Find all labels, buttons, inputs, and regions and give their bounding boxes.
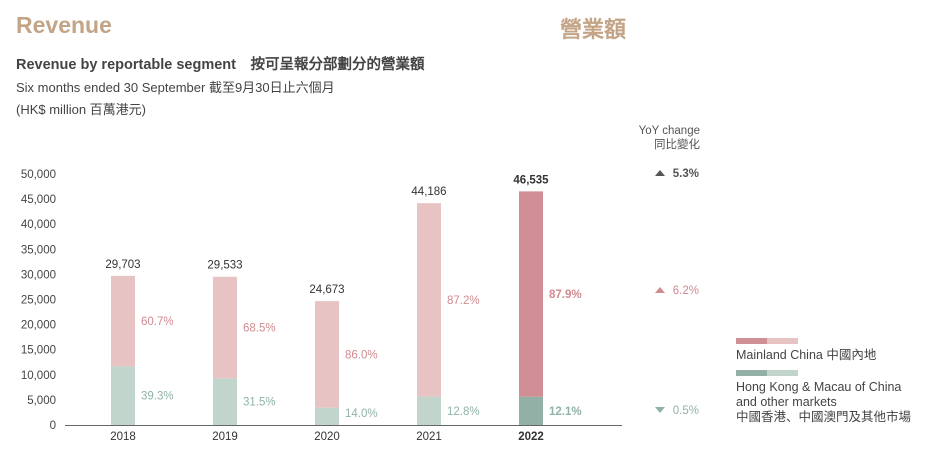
hk-share-label-2019: 31.5% [243,397,276,409]
total-label-2020: 24,673 [309,284,344,296]
bar-hk-2021 [417,396,441,425]
bar-mainland-2020 [315,301,339,408]
legend-swatch-hk [736,370,798,376]
page-title-zh: 營業額 [560,17,627,42]
total-label-2021: 44,186 [411,186,446,198]
legend-hk: Hong Kong & Macau of China and other mar… [736,370,911,425]
y-tick-label: 45,000 [21,194,56,206]
bar-hk-2018 [111,366,135,425]
x-tick-label-2021: 2021 [416,431,442,443]
legend-swatch-mainland [736,338,798,344]
bar-mainland-2021 [417,203,441,397]
hk-share-label-2022: 12.1% [549,406,582,418]
mainland-share-label-2019: 68.5% [243,323,276,335]
y-tick-label: 40,000 [21,219,56,231]
mainland-share-label-2018: 60.7% [141,316,174,328]
hk-share-label-2018: 39.3% [141,391,174,403]
mainland-share-label-2022: 87.9% [549,289,582,301]
y-tick-label: 35,000 [21,244,56,256]
yoy-up-arrow-icon [655,170,665,176]
yoy-value: 5.3% [673,168,699,180]
total-label-2018: 29,703 [105,259,140,271]
legend-label-hk-1: Hong Kong & Macau of China [736,380,902,394]
legend-label-hk-2: and other markets [736,395,837,409]
y-tick-label: 20,000 [21,320,56,332]
legend-label-hk-3: 中國香港、中國澳門及其他市場 [736,410,912,424]
yoy-header-en: YoY change [638,125,700,137]
y-tick-label: 0 [50,420,56,432]
mainland-share-label-2020: 86.0% [345,349,378,361]
legend-mainland: Mainland China 中國內地 [736,338,876,363]
y-tick-label: 30,000 [21,269,56,281]
x-tick-label-2022: 2022 [518,431,544,443]
bar-mainland-2022 [519,191,543,397]
chart-title: Revenue by reportable segment 按可呈報分部劃分的營… [16,57,425,73]
bar-mainland-2019 [213,276,237,379]
y-tick-label: 15,000 [21,345,56,357]
y-tick-label: 10,000 [21,370,56,382]
chart-subtitle: Six months ended 30 September 截至9月30日止六個… [16,80,335,95]
yoy-value: 6.2% [673,285,699,297]
y-axis-unit: (HK$ million 百萬港元) [16,102,147,117]
bar-hk-2019 [213,378,237,425]
x-tick-label-2020: 2020 [314,431,340,443]
legend-label-mainland: Mainland China 中國內地 [736,348,877,362]
bar-hk-2022 [519,396,543,425]
yoy-down-arrow-icon [655,407,665,413]
bar-mainland-2018 [111,275,135,367]
yoy-up-arrow-icon [655,287,665,293]
mainland-share-label-2021: 87.2% [447,295,480,307]
y-tick-label: 25,000 [21,295,56,307]
hk-share-label-2020: 14.0% [345,408,378,420]
y-tick-label: 5,000 [27,395,56,407]
y-tick-label: 50,000 [21,169,56,181]
page-title: Revenue [16,12,112,38]
yoy-header: YoY change 同比變化 [639,124,700,152]
total-label-2019: 29,533 [207,260,242,272]
yoy-value: 0.5% [673,405,699,417]
hk-share-label-2021: 12.8% [447,406,480,418]
yoy-header-zh: 同比變化 [654,139,700,151]
x-tick-label-2019: 2019 [212,431,238,443]
total-label-2022: 46,535 [513,174,549,186]
bar-hk-2020 [315,407,339,425]
x-tick-label-2018: 2018 [110,431,136,443]
